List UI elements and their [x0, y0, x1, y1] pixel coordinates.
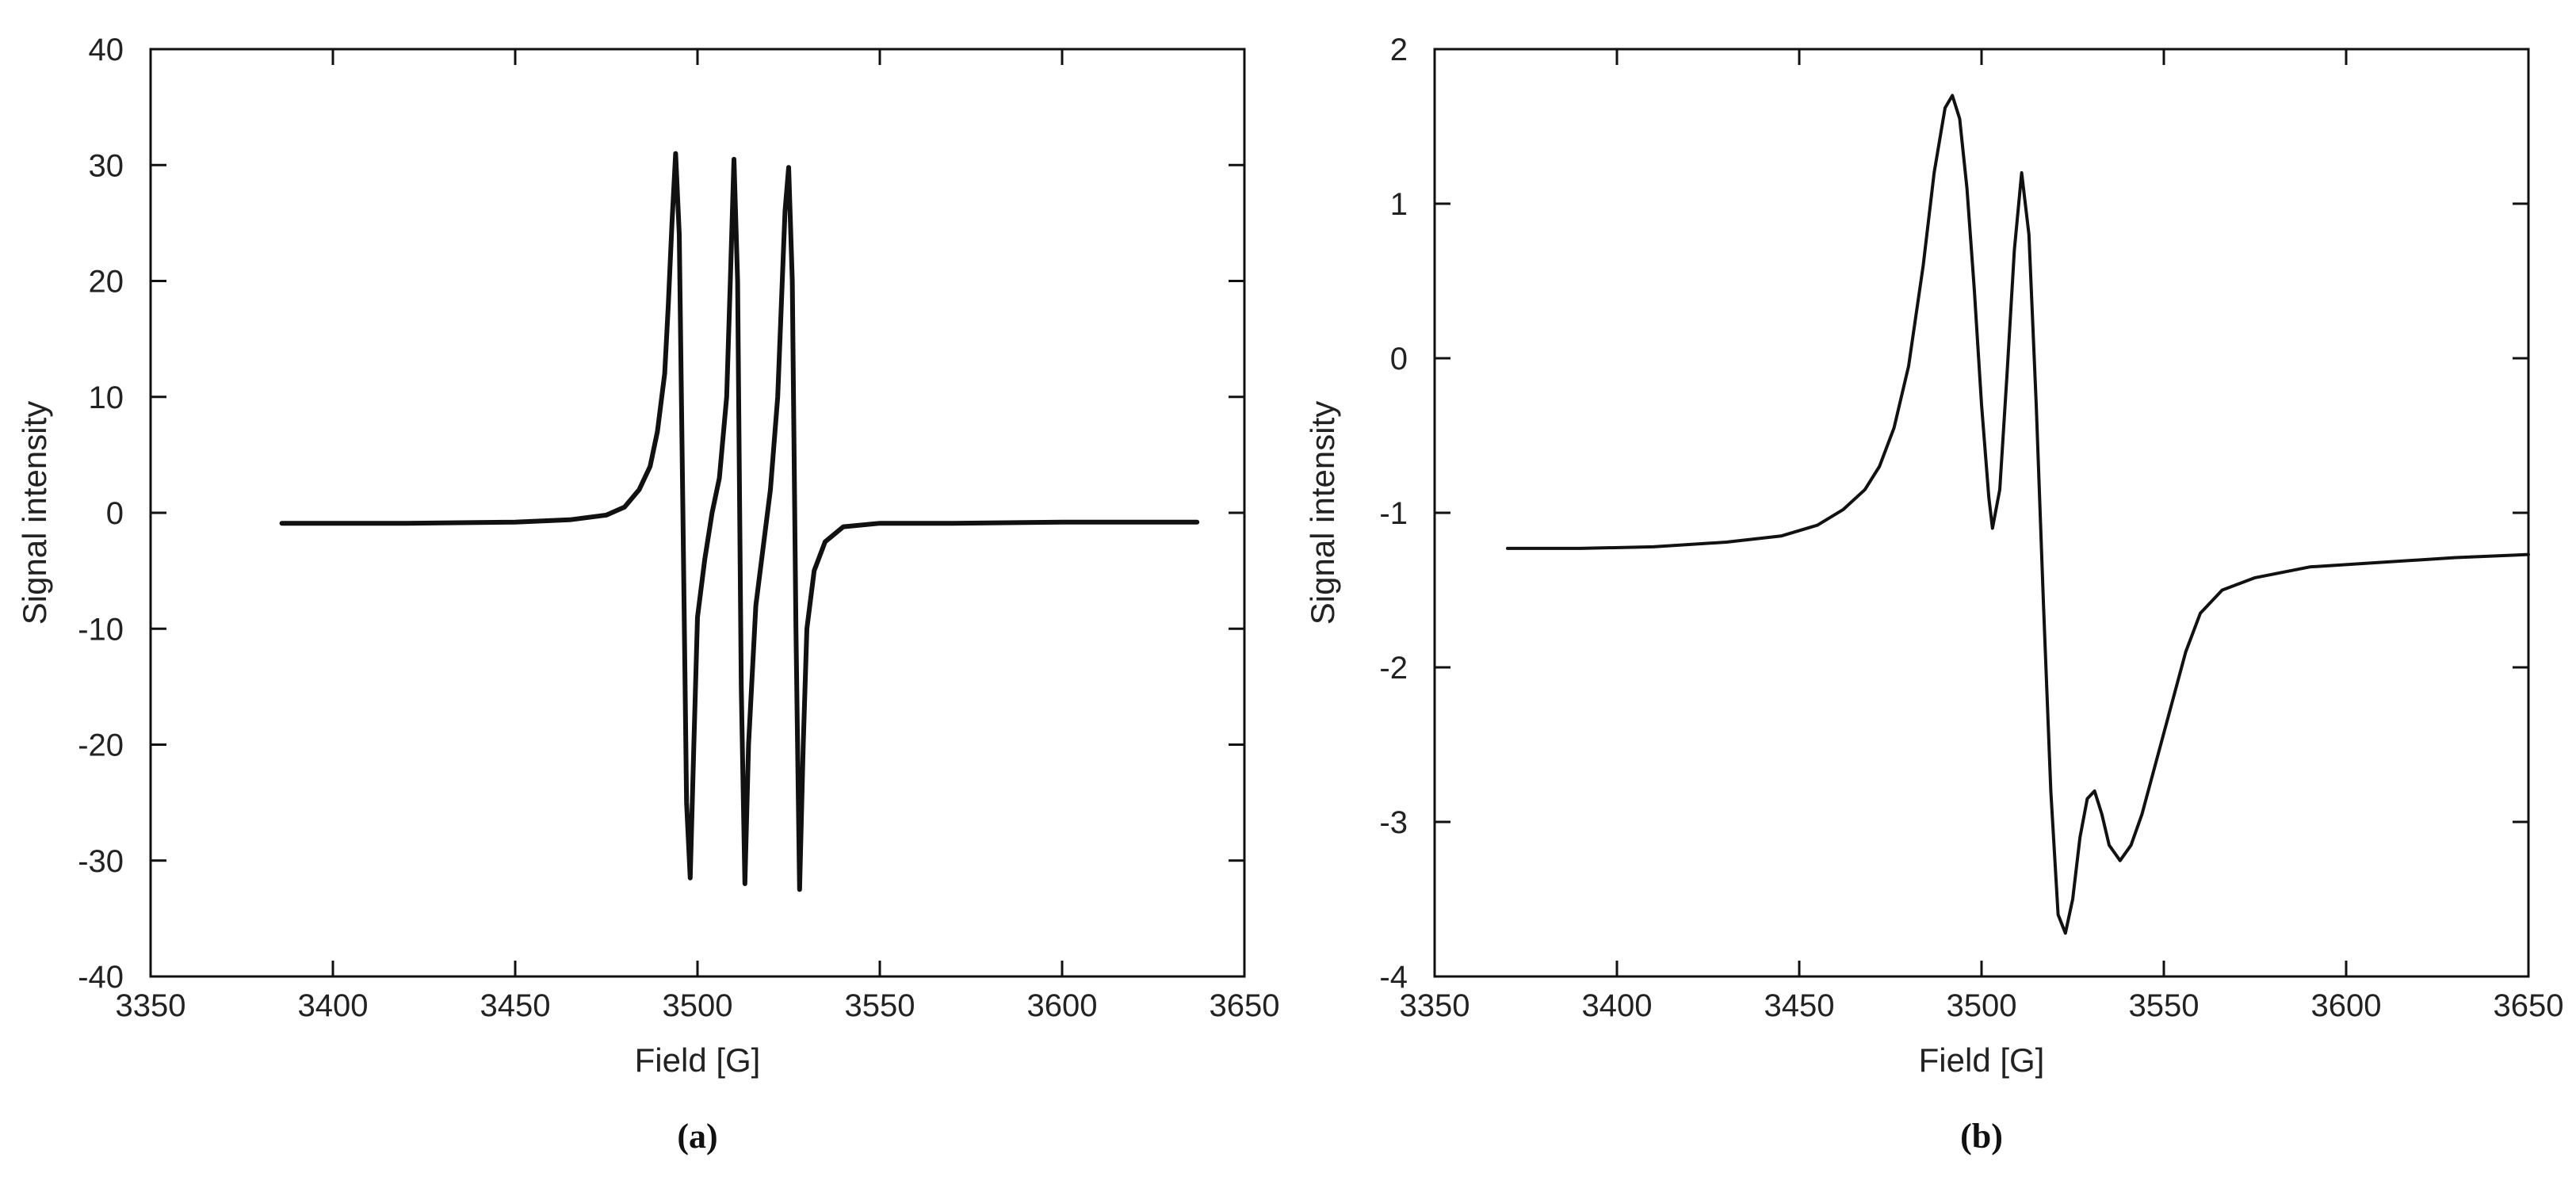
x-tick-label-a: 3600: [1027, 988, 1098, 1023]
y-tick-label-b: -1: [1379, 496, 1408, 531]
series-line-a: [279, 151, 1200, 892]
y-tick-label-b: -3: [1379, 805, 1408, 840]
x-axis-title-a: Field [G]: [635, 1041, 761, 1079]
x-ticks-b: 3350 3400 3450 3500 3550 3600 3650: [1400, 49, 2564, 1023]
y-tick-label-a: 40: [89, 32, 124, 67]
x-tick-label-a: 3350: [116, 988, 186, 1023]
y-tick-label-a: 0: [106, 496, 124, 531]
y-tick-label-b: 0: [1390, 342, 1408, 376]
plot-frame-b: [1433, 48, 2530, 978]
y-axis-title-b: Signal intensity: [1304, 401, 1341, 625]
y-tick-label-a: 10: [89, 380, 124, 415]
x-tick-label-b: 3650: [2494, 988, 2564, 1023]
x-tick-label-b: 3550: [2129, 988, 2200, 1023]
x-ticks-a: 3350 3400 3450 3500 3550 3600 3650: [116, 49, 1280, 1023]
y-tick-label-b: -2: [1379, 651, 1408, 686]
y-tick-label-b: 2: [1390, 32, 1408, 67]
panel-label-a: (a): [677, 1117, 717, 1156]
y-axis-title-a: Signal intensity: [16, 401, 53, 625]
y-tick-label-a: -10: [78, 612, 124, 647]
x-axis-title-b: Field [G]: [1919, 1041, 2045, 1079]
x-tick-label-a: 3650: [1210, 988, 1280, 1023]
x-tick-label-b: 3350: [1400, 988, 1470, 1023]
chart-a: 3350 3400 3450 3500 3550 3600 3650 -40 -30 -20 -1…: [16, 32, 1279, 1156]
y-tick-label-a: -40: [78, 960, 124, 995]
x-tick-label-a: 3500: [663, 988, 733, 1023]
y-ticks-a: -40 -30 -20 -10 0 10 20 30 40: [78, 32, 1244, 995]
x-tick-label-a: 3400: [298, 988, 369, 1023]
x-tick-label-a: 3550: [845, 988, 915, 1023]
panel-label-b: (b): [1960, 1117, 2003, 1156]
series-line-b: [1506, 94, 2530, 935]
y-tick-label-b: -4: [1379, 960, 1408, 995]
x-tick-label-b: 3400: [1582, 988, 1653, 1023]
y-tick-label-a: -20: [78, 728, 124, 763]
x-tick-label-a: 3450: [480, 988, 551, 1023]
x-tick-label-b: 3600: [2311, 988, 2382, 1023]
y-tick-label-a: -30: [78, 844, 124, 879]
chart-b: 3350 3400 3450 3500 3550 3600 3650 -4 -3 -2 -1 0 1 2…: [1304, 32, 2563, 1156]
x-tick-label-b: 3450: [1764, 988, 1835, 1023]
plot-frame-a: [149, 48, 1246, 978]
y-ticks-b: -4 -3 -2 -1 0 1 2: [1379, 32, 2528, 995]
y-tick-label-a: 20: [89, 265, 124, 300]
x-tick-label-b: 3500: [1947, 988, 2017, 1023]
y-tick-label-a: 30: [89, 148, 124, 183]
y-tick-label-b: 1: [1390, 187, 1408, 222]
